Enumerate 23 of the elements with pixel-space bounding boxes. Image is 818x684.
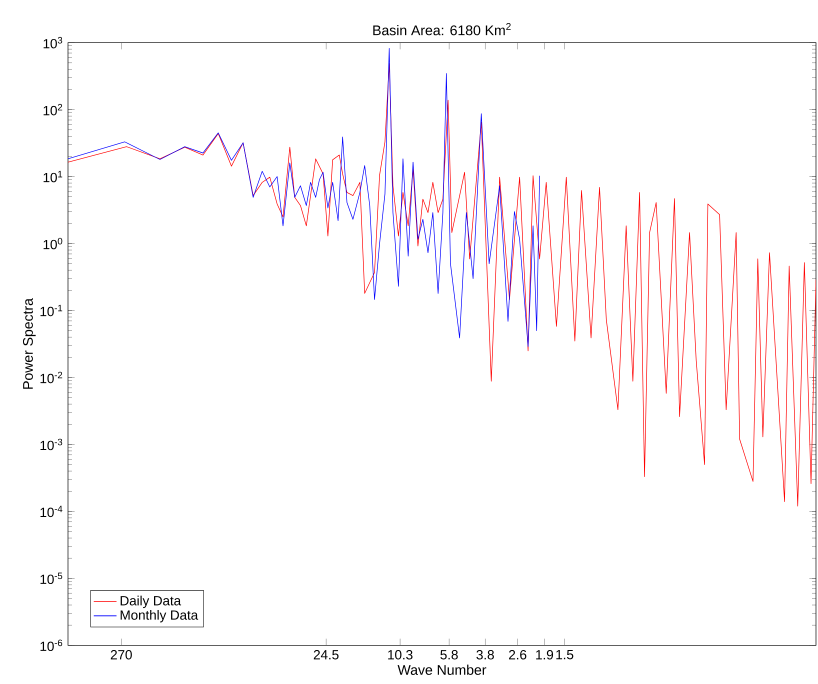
x-tick-label: 1.9 xyxy=(536,650,554,660)
y-tick-label: 10$^{3}$ xyxy=(44,36,62,48)
y-tick-label: 10$^{-2}$ xyxy=(40,372,62,384)
y-tick-label: 10$^{-3}$ xyxy=(40,438,62,450)
x-tick-label: 3.8 xyxy=(476,650,494,660)
x-tick-label: 10.3 xyxy=(388,650,412,660)
legend-label: Daily Data xyxy=(120,596,182,608)
y-tick-label: 10$^{-6}$ xyxy=(40,640,62,652)
x-tick-label: 2.6 xyxy=(509,650,526,660)
legend-label: Monthly Data xyxy=(120,610,198,622)
x-tick-label: 270 xyxy=(110,650,132,660)
y-tick-label: 10$^{-4}$ xyxy=(40,506,62,518)
x-tick-label: 1.5 xyxy=(556,650,574,660)
y-tick-label: 10$^{0}$ xyxy=(44,238,62,250)
chart-title: Basin Area: 6180 Km$^{2}$ xyxy=(373,23,511,36)
x-tick-label: 24.5 xyxy=(314,650,339,660)
y-tick-label: 10$^{2}$ xyxy=(44,104,62,116)
y-axis-title: Power Spectra xyxy=(23,298,36,389)
y-tick-label: 10$^{1}$ xyxy=(44,170,62,182)
x-tick-label: 5.8 xyxy=(440,650,458,660)
y-tick-label: 10$^{-1}$ xyxy=(40,304,62,316)
y-tick-label: 10$^{-5}$ xyxy=(40,572,62,584)
x-axis-title: Wave Number xyxy=(398,664,486,675)
